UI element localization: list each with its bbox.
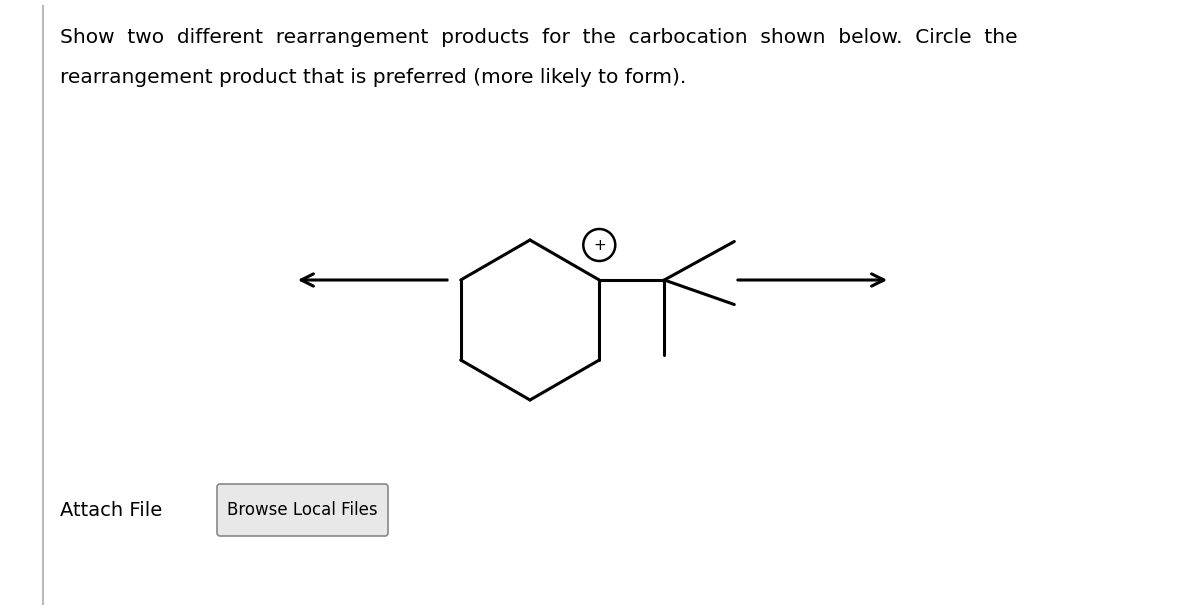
Text: Attach File: Attach File — [60, 500, 162, 520]
Text: rearrangement product that is preferred (more likely to form).: rearrangement product that is preferred … — [60, 68, 686, 87]
Text: Show  two  different  rearrangement  products  for  the  carbocation  shown  bel: Show two different rearrangement product… — [60, 28, 1018, 47]
Text: Browse Local Files: Browse Local Files — [227, 501, 378, 519]
Text: +: + — [593, 237, 606, 253]
FancyBboxPatch shape — [217, 484, 388, 536]
